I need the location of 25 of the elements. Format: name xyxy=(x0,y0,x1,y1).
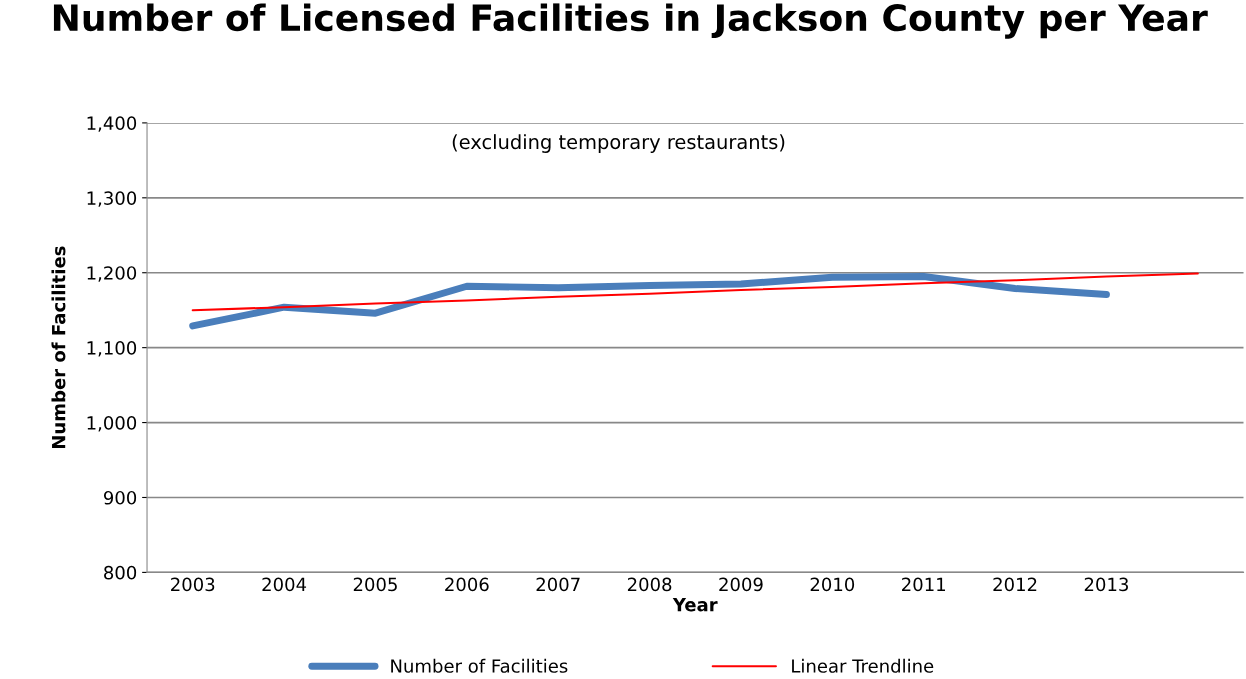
x-tick-label: 2005 xyxy=(353,577,397,592)
y-tick-label: 800 xyxy=(104,565,137,580)
x-tick-label: 2009 xyxy=(719,577,763,592)
y-tick-label: 900 xyxy=(103,490,137,505)
y-tick-label: 1,400 xyxy=(87,116,137,132)
y-tick-label: 1,000 xyxy=(87,416,137,432)
x-tick-label: 2011 xyxy=(902,577,946,592)
y-tick-label: 1,100 xyxy=(87,341,137,357)
x-tick-label: 2012 xyxy=(993,577,1037,592)
x-tick-label: 2006 xyxy=(445,577,489,592)
x-tick-label: 2013 xyxy=(1084,577,1128,592)
y-tick-label: 1,300 xyxy=(87,191,137,207)
annotation: (excluding temporary restaurants) xyxy=(452,134,785,153)
legend-label: Linear Trendline xyxy=(792,658,934,673)
chart-title: Number of Licensed Facilities in Jackson County per Year xyxy=(53,3,1208,39)
x-tick-label: 2007 xyxy=(536,577,580,592)
legend-label: Number of Facilities xyxy=(391,658,568,673)
x-tick-label: 2010 xyxy=(810,577,855,592)
x-tick-label: 2003 xyxy=(171,577,215,592)
x-tick-label: 2004 xyxy=(262,577,307,592)
line-series xyxy=(191,272,1199,312)
x-tick-label: 2008 xyxy=(627,577,672,592)
y-axis-title: Number of Facilities xyxy=(51,246,66,449)
y-tick-label: 1,200 xyxy=(87,266,137,282)
x-axis-title: Year xyxy=(672,598,718,612)
